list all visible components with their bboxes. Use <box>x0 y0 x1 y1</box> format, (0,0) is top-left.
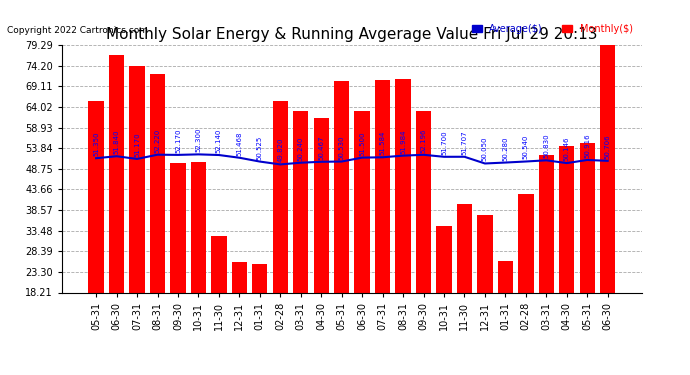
Bar <box>252 264 268 366</box>
Text: 50.530: 50.530 <box>339 135 345 159</box>
Bar <box>416 111 431 366</box>
Bar <box>273 101 288 366</box>
Text: 50.280: 50.280 <box>502 136 509 160</box>
Bar <box>129 66 145 366</box>
Text: 51.984: 51.984 <box>400 129 406 154</box>
Bar <box>355 111 370 366</box>
Text: 32.14: 32.14 <box>215 339 224 360</box>
Text: 79.86: 79.86 <box>603 339 612 360</box>
Text: 54.46: 54.46 <box>562 338 571 360</box>
Text: 52.196: 52.196 <box>420 128 426 153</box>
Bar <box>334 81 349 366</box>
Text: 65.35: 65.35 <box>92 338 101 360</box>
Text: 25.20: 25.20 <box>255 339 264 360</box>
Bar <box>170 163 186 366</box>
Text: 74.17: 74.17 <box>132 339 141 360</box>
Bar <box>497 261 513 366</box>
Bar <box>457 204 472 366</box>
Text: 70.30: 70.30 <box>337 338 346 360</box>
Bar <box>518 194 533 366</box>
Text: 51.700: 51.700 <box>441 130 447 155</box>
Text: 50.240: 50.240 <box>298 136 304 160</box>
Text: 50.17: 50.17 <box>173 339 182 360</box>
Text: 70.84: 70.84 <box>399 339 408 360</box>
Bar <box>109 55 124 366</box>
Bar <box>232 262 247 366</box>
Text: 51.468: 51.468 <box>237 131 242 156</box>
Bar <box>539 155 554 366</box>
Text: 52.300: 52.300 <box>195 128 201 152</box>
Text: 52.140: 52.140 <box>216 129 222 153</box>
Text: 51.584: 51.584 <box>380 131 386 155</box>
Bar <box>436 226 452 366</box>
Text: 51.350: 51.350 <box>93 132 99 156</box>
Text: 51.840: 51.840 <box>114 130 119 154</box>
Text: 52.220: 52.220 <box>155 128 161 153</box>
Text: 42.50: 42.50 <box>522 339 531 360</box>
Text: 50.540: 50.540 <box>523 135 529 159</box>
Text: 50.146: 50.146 <box>564 136 570 161</box>
Title: Monthly Solar Energy & Running Avgerage Value Fri Jul 29 20:13: Monthly Solar Energy & Running Avgerage … <box>106 27 598 42</box>
Text: 50.830: 50.830 <box>543 134 549 158</box>
Text: Copyright 2022 Cartronics.com: Copyright 2022 Cartronics.com <box>7 26 148 35</box>
Bar <box>313 118 329 366</box>
Bar <box>150 74 165 366</box>
Text: 63.07: 63.07 <box>296 338 305 360</box>
Text: 40.02: 40.02 <box>460 339 469 360</box>
Text: 61.30: 61.30 <box>317 339 326 360</box>
Bar <box>375 80 391 366</box>
Text: 50.30: 50.30 <box>194 338 203 360</box>
Text: 50.706: 50.706 <box>604 134 611 159</box>
Text: 55.16: 55.16 <box>583 339 592 360</box>
Text: 62.96: 62.96 <box>419 339 428 360</box>
Bar <box>211 236 226 366</box>
Bar <box>395 79 411 366</box>
Bar <box>600 43 615 366</box>
Bar <box>559 146 575 366</box>
Text: 63.00: 63.00 <box>357 338 366 360</box>
Text: 34.70: 34.70 <box>440 338 449 360</box>
Text: 25.68: 25.68 <box>235 339 244 360</box>
Text: 70.58: 70.58 <box>378 339 387 360</box>
Bar <box>190 162 206 366</box>
Legend: Average($), Monthly($): Average($), Monthly($) <box>468 20 637 38</box>
Text: 50.050: 50.050 <box>482 137 488 162</box>
Text: 49.820: 49.820 <box>277 138 284 162</box>
Text: 76.81: 76.81 <box>112 339 121 360</box>
Text: 50.916: 50.916 <box>584 134 590 158</box>
Text: 51.500: 51.500 <box>359 131 365 156</box>
Text: 72.22: 72.22 <box>153 339 162 360</box>
Text: 65.40: 65.40 <box>276 338 285 360</box>
Text: 51.707: 51.707 <box>462 130 467 155</box>
Text: 26.05: 26.05 <box>501 339 510 360</box>
Bar <box>580 143 595 366</box>
Text: 51.170: 51.170 <box>134 132 140 157</box>
Text: 37.28: 37.28 <box>480 339 489 360</box>
Bar <box>293 111 308 366</box>
Text: 50.525: 50.525 <box>257 135 263 159</box>
Bar <box>88 102 104 366</box>
Bar <box>477 215 493 366</box>
Text: 50.467: 50.467 <box>318 135 324 160</box>
Text: 52.170: 52.170 <box>175 128 181 153</box>
Text: 52.16: 52.16 <box>542 339 551 360</box>
